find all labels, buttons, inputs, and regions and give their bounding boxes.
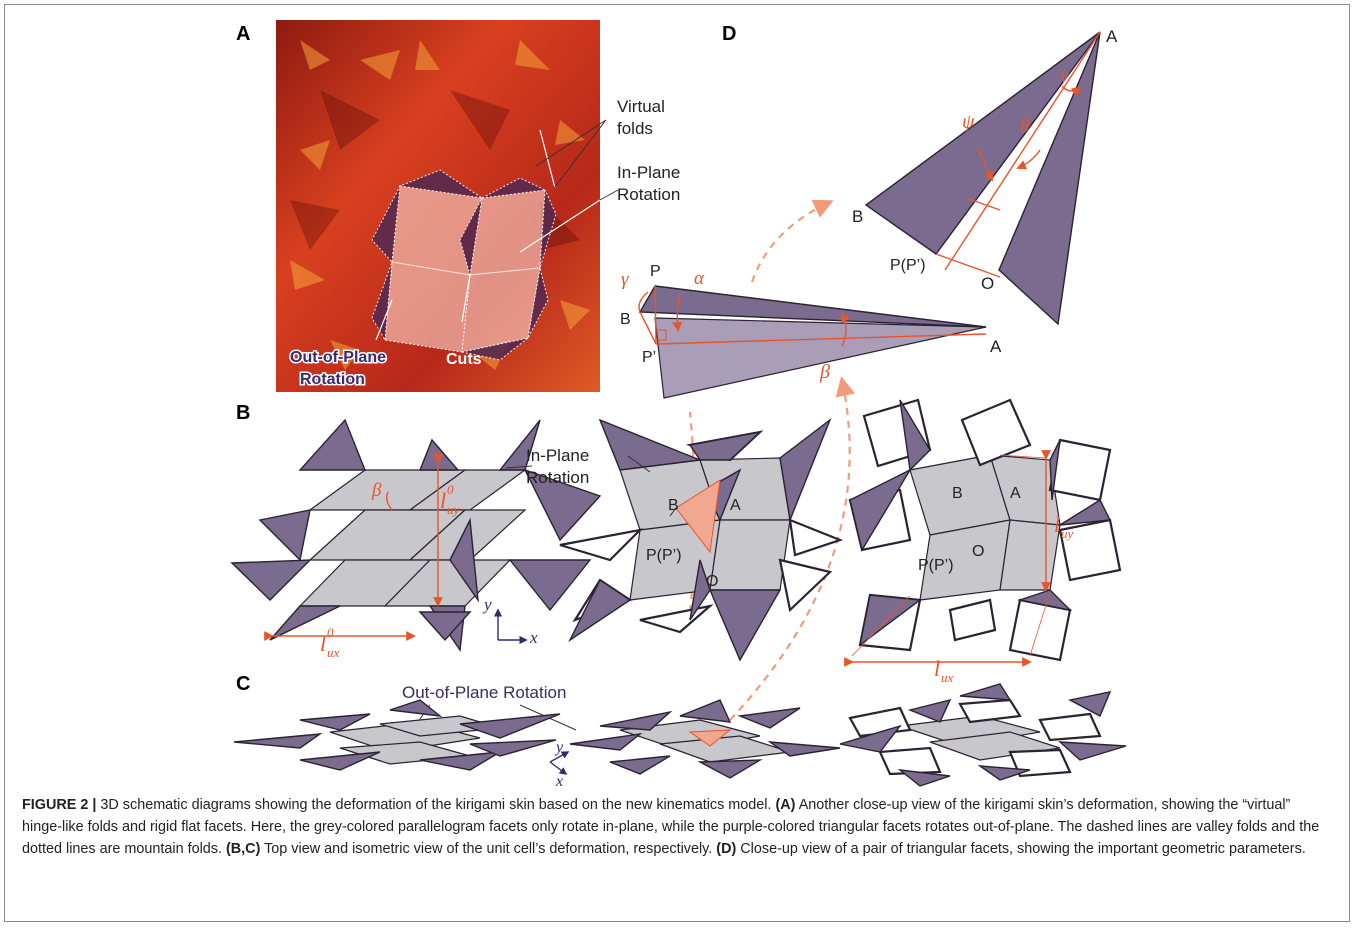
label-d-P-prime: P’	[642, 349, 656, 366]
caption-bc-text: Top view and isometric view of the unit …	[260, 841, 717, 857]
label-b-right-A: A	[1010, 485, 1021, 502]
panel-label-a: A	[236, 23, 250, 45]
facet-pair-bottom	[638, 285, 987, 399]
label-b-right-P: P(P’)	[918, 557, 954, 574]
caption-a-label: (A)	[775, 797, 796, 813]
label-b-mid-O: O	[706, 573, 718, 590]
label-b-lux0-sup: 0	[327, 625, 334, 640]
label-c-out-of-plane: Out-of-Plane Rotation	[402, 683, 566, 702]
label-b-mid-P: P(P’)	[646, 547, 682, 564]
label-c-axis-x: x	[555, 773, 563, 790]
label-c-axis-y: y	[554, 739, 564, 756]
label-cuts: Cuts	[446, 351, 482, 368]
label-b-beta: β	[371, 480, 382, 501]
label-b-luy-sub: uy	[1061, 526, 1074, 541]
label-d-P-top: P(P’)	[890, 257, 926, 274]
label-b-in-plane: In-Plane	[526, 446, 589, 465]
label-rotation-oop-a: Rotation	[300, 371, 365, 388]
label-b-mid-A: A	[730, 497, 741, 514]
label-d-A-top: A	[1106, 27, 1118, 46]
caption-bc-label: (B,C)	[226, 841, 261, 857]
label-d-B-top: B	[852, 207, 863, 226]
caption-d-label: (D)	[716, 841, 737, 857]
label-d-nu: ν	[1060, 65, 1069, 87]
label-b-luy: l	[1054, 512, 1060, 537]
caption-a-text: Another close-up view of the kirigami sk…	[22, 797, 1320, 857]
label-b-right-O: O	[972, 543, 984, 560]
axis-x-c	[549, 761, 568, 775]
label-d-P: P	[650, 263, 661, 280]
label-b-rotation: Rotation	[526, 468, 589, 487]
label-b-lux: l	[934, 656, 940, 681]
isometric-deforming	[569, 699, 841, 779]
label-in-plane-a: In-Plane	[617, 163, 680, 182]
label-d-beta: β	[819, 361, 830, 383]
label-b-luy0-sup: 0	[447, 482, 454, 497]
label-folds: folds	[617, 119, 653, 138]
label-b-lux-sub: ux	[941, 670, 954, 685]
label-d-O-top: O	[981, 274, 994, 293]
label-rotation-a: Rotation	[617, 185, 680, 204]
label-b-mid-B: B	[668, 497, 679, 514]
beta-arc	[385, 491, 393, 511]
label-b-right-B: B	[952, 485, 963, 502]
label-d-gamma: γ	[621, 269, 629, 290]
figure-2-diagram: A	[230, 20, 1127, 790]
label-b-lux0-sub: ux	[327, 645, 340, 660]
unit-cell-deformed	[848, 398, 1122, 662]
label-virtual: Virtual	[617, 97, 665, 116]
caption-intro: 3D schematic diagrams showing the deform…	[96, 797, 776, 813]
panel-label-d: D	[722, 23, 736, 45]
connector-c-to-d	[729, 376, 855, 721]
label-b-axis-y: y	[482, 595, 492, 614]
panel-label-c: C	[236, 673, 250, 695]
label-d-alpha: α	[694, 268, 705, 289]
unit-cell-deforming	[559, 417, 844, 662]
kirigami-photo	[276, 20, 601, 392]
label-b-luy0: l	[440, 488, 446, 513]
label-b-axis-x: x	[529, 628, 538, 647]
facet-pair-top	[864, 31, 1101, 326]
caption-d-text: Close-up view of a pair of triangular fa…	[736, 841, 1306, 857]
label-b-lux0: l	[320, 631, 326, 656]
label-d-theta: θ	[1020, 115, 1030, 137]
caption-figure-label: FIGURE 2 |	[22, 797, 97, 813]
label-out-of-plane-a: Out-of-Plane	[290, 349, 386, 366]
figure-caption: FIGURE 2 | 3D schematic diagrams showing…	[22, 794, 1332, 860]
isometric-undeformed	[233, 699, 561, 771]
label-d-B: B	[620, 311, 631, 328]
label-d-psi: ψ	[962, 111, 975, 133]
panel-label-b: B	[236, 402, 250, 424]
axis-y-c	[549, 751, 570, 763]
label-b-luy0-sub: uy	[447, 502, 460, 517]
isometric-deformed	[839, 683, 1127, 787]
connector-d-top	[750, 199, 834, 283]
label-d-A: A	[990, 337, 1002, 356]
